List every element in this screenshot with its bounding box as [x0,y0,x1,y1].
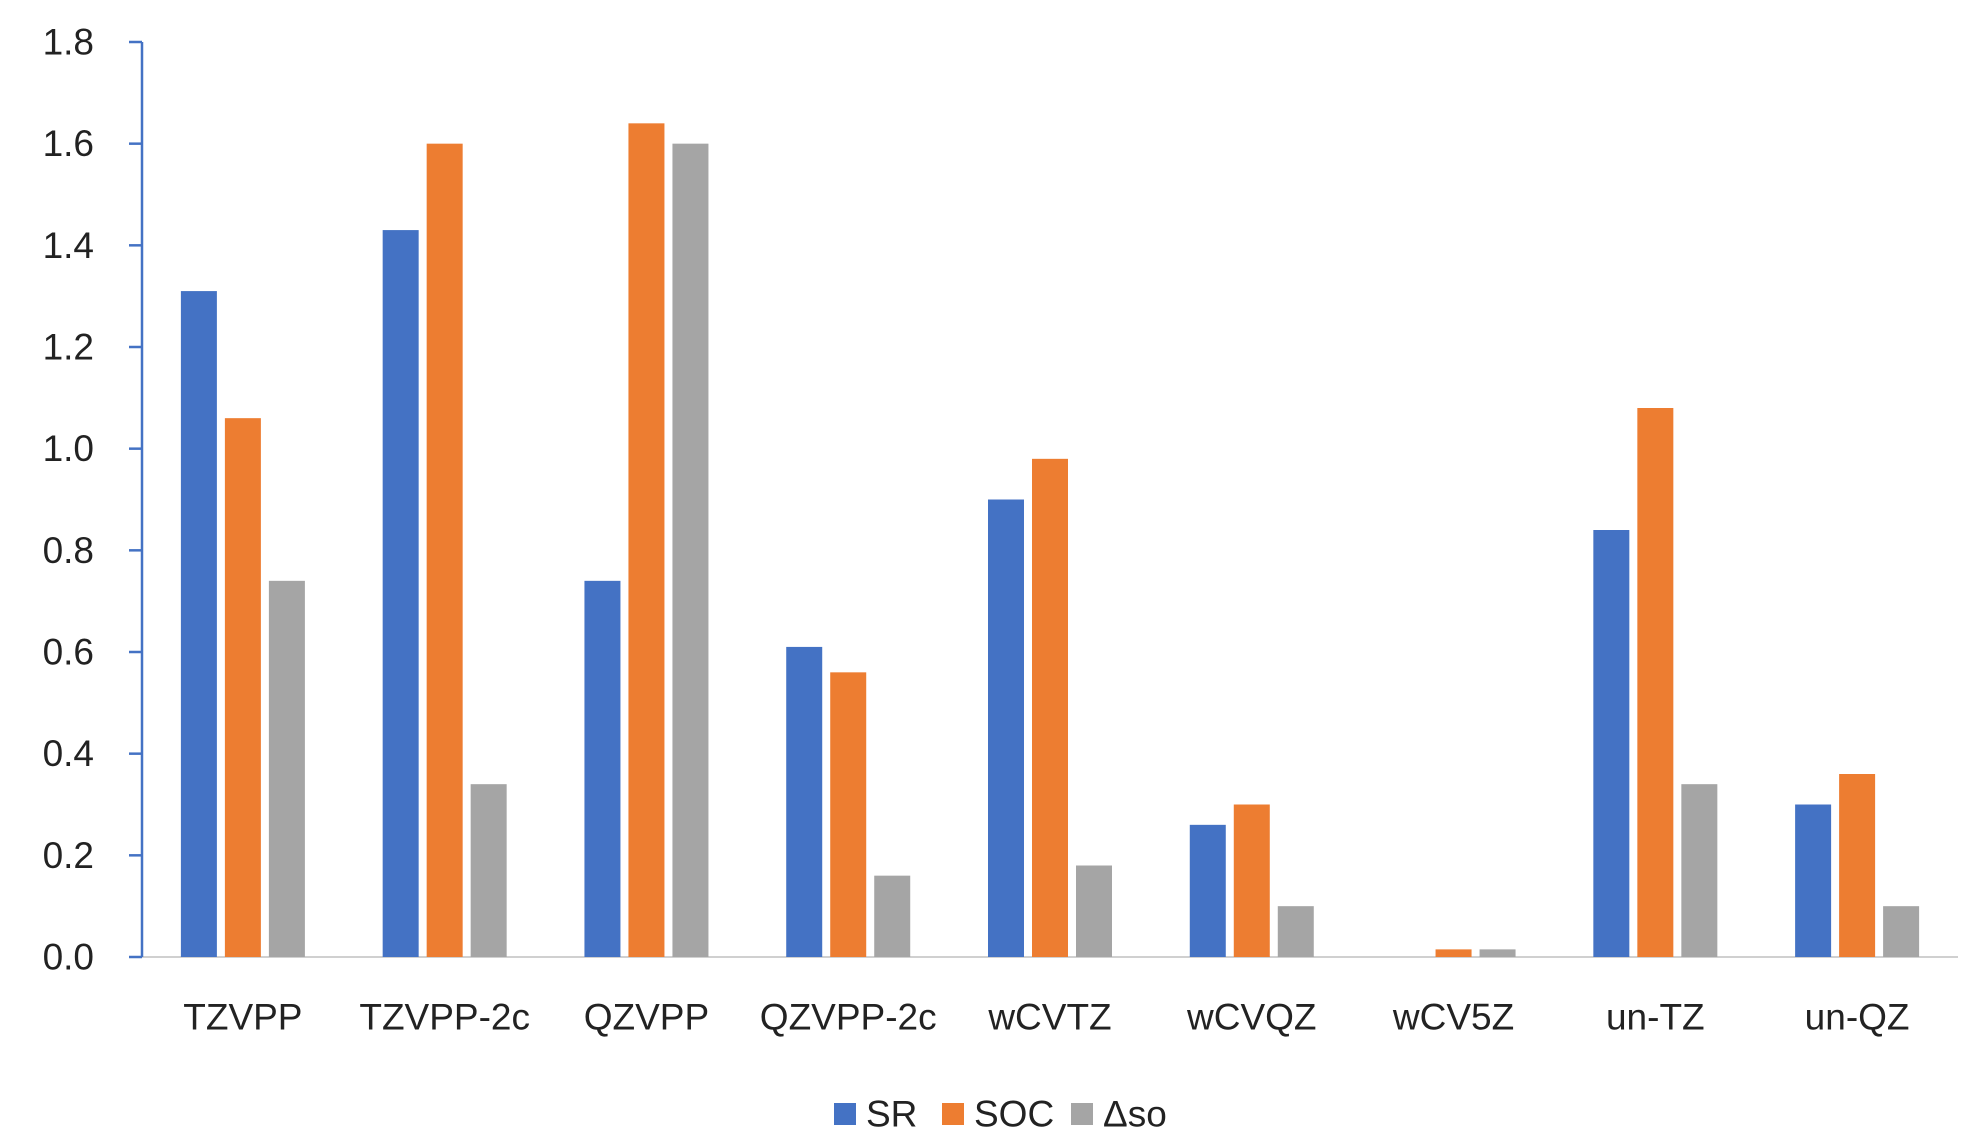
bar-tzvpp-dso [268,580,305,957]
legend-swatch-sr [834,1103,856,1125]
bar-tzvpp-2c-sr [382,230,419,958]
bar-tzvpp-2c-dso [470,784,507,957]
y-axis: 0.0 0.2 0.4 0.6 0.8 1.0 1.2 1.4 1.6 1.8 [43,22,144,978]
x-tick-label: TZVPP [183,997,302,1038]
y-tick-label: 0.8 [43,530,94,571]
bar-wcvtz-soc [1032,458,1068,957]
bar-wcvqz-sr [1189,824,1226,957]
bar-un-tz-dso [1681,784,1718,957]
bar-wcvtz-sr [988,499,1024,957]
y-tick-label: 0.2 [43,835,94,876]
bar-wcvtz-dso [1076,865,1112,957]
bar-un-tz-sr [1593,530,1630,957]
bar-wcv5z-dso [1479,949,1516,957]
x-tick-label: QZVPP [584,997,709,1038]
bar-tzvpp-2c-soc [426,143,463,957]
y-tick-label: 1.6 [43,123,94,164]
legend-label-dso: Δso [1103,1094,1167,1135]
bar-wcv5z-soc [1435,949,1472,957]
bar-tzvpp-sr [180,291,217,957]
x-tick-label: un-QZ [1805,997,1910,1038]
bar-wcvqz-dso [1277,906,1314,957]
y-tick-label: 1.4 [43,225,94,266]
y-tick-label: 0.0 [43,937,94,978]
y-tick-label: 1.0 [43,428,94,469]
legend-label-soc: SOC [974,1094,1054,1135]
bar-qzvpp-2c-soc [830,672,867,957]
bar-un-qz-sr [1795,804,1832,957]
legend: SR SOC Δso [834,1094,1167,1135]
bar-un-qz-dso [1883,906,1920,957]
bar-qzvpp-2c-sr [786,646,823,957]
bar-qzvpp-dso [672,143,709,957]
bars-layer [180,123,1920,958]
bar-wcvqz-soc [1233,804,1270,957]
y-tick-label: 0.6 [43,632,94,673]
y-tick-label: 1.2 [43,327,94,368]
bar-un-qz-soc [1839,774,1876,957]
x-tick-label: un-TZ [1606,997,1705,1038]
bar-un-tz-soc [1637,408,1674,957]
x-tick-label: wCVTZ [987,997,1111,1038]
y-tick-label: 0.4 [43,733,94,774]
bar-qzvpp-sr [584,580,621,957]
x-tick-label: TZVPP-2c [359,997,530,1038]
bar-tzvpp-soc [224,418,261,958]
bar-qzvpp-2c-dso [874,875,911,957]
x-axis-labels: TZVPP TZVPP-2c QZVPP QZVPP-2c wCVTZ wCVQZ wCV5… [183,997,1909,1038]
legend-swatch-soc [942,1103,964,1125]
y-tick-label: 1.8 [43,22,94,63]
legend-swatch-dso [1071,1103,1093,1125]
x-tick-label: wCVQZ [1186,997,1317,1038]
bar-qzvpp-soc [628,123,665,958]
x-tick-label: wCV5Z [1392,997,1514,1038]
x-tick-label: QZVPP-2c [760,997,937,1038]
legend-label-sr: SR [866,1094,917,1135]
